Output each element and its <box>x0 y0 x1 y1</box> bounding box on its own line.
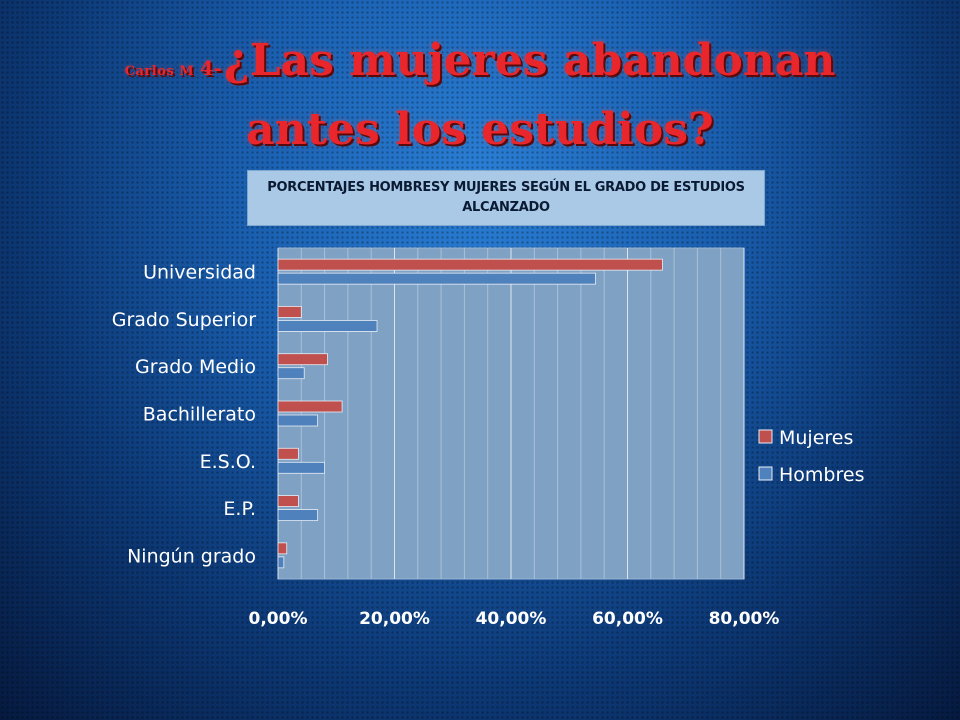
category-label: Ningún grado <box>127 545 256 567</box>
bar-hombres <box>277 556 285 569</box>
bar-mujeres <box>277 306 302 318</box>
chart-title: PORCENTAJES HOMBRESY MUJERES SEGÚN EL GR… <box>247 170 765 226</box>
bar-hombres <box>277 414 319 427</box>
x-tick-label: 60,00% <box>592 609 663 629</box>
category-label: E.S.O. <box>200 451 256 473</box>
x-tick-label: 80,00% <box>709 609 780 629</box>
bar-hombres <box>277 320 378 332</box>
bar-mujeres <box>277 542 288 555</box>
x-tick-label: 40,00% <box>476 609 547 629</box>
category-label: Universidad <box>143 262 256 284</box>
bar-mujeres <box>277 495 299 507</box>
legend-label: Hombres <box>779 464 864 486</box>
category-label: Grado Superior <box>112 309 256 331</box>
x-tick-label: 20,00% <box>359 609 430 629</box>
legend-swatch-mujeres <box>758 429 773 444</box>
bar-hombres <box>277 509 319 521</box>
category-label: E.P. <box>223 498 256 520</box>
x-tick-label: 0,00% <box>249 609 308 629</box>
bar-hombres <box>277 461 325 474</box>
category-label: Grado Medio <box>135 356 256 378</box>
bar-mujeres <box>277 447 299 460</box>
legend-swatch-hombres <box>758 466 773 481</box>
bar-mujeres <box>277 400 343 413</box>
category-label: Bachillerato <box>143 404 256 426</box>
title-prefix: Carlos M <box>124 64 195 79</box>
title-number: 4- <box>199 56 222 80</box>
bar-mujeres <box>277 258 663 271</box>
bar-hombres <box>277 272 596 285</box>
title-main: ¿Las mujeres abandonan antes los estudio… <box>223 35 836 155</box>
legend-label: Mujeres <box>779 427 853 449</box>
bar-mujeres <box>277 353 328 366</box>
bar-hombres <box>277 367 305 380</box>
slide-title: Carlos M 4-¿Las mujeres abandonan antes … <box>60 32 900 168</box>
